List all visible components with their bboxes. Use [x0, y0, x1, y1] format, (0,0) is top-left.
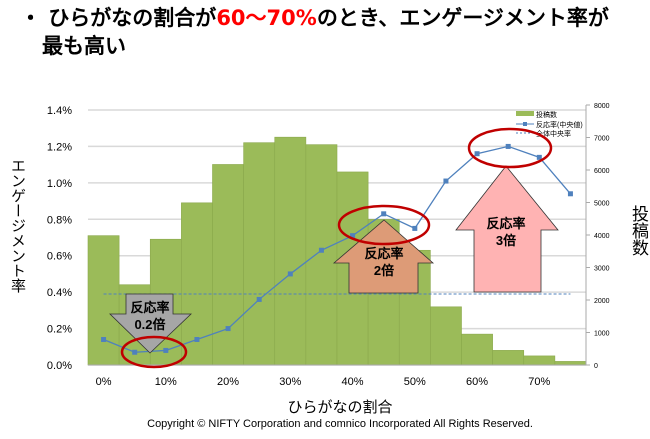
- y2-tick-label: 1000: [594, 331, 610, 338]
- annotation-value: 3倍: [496, 233, 516, 248]
- reaction-point: [132, 349, 138, 355]
- annotation-label: 反応率: [486, 216, 525, 231]
- y2-tick-label: 3000: [594, 266, 610, 273]
- x-tick-label: 70%: [528, 376, 550, 388]
- bar: [243, 142, 276, 366]
- highlight-ellipse: [467, 127, 553, 169]
- reaction-point: [443, 178, 449, 184]
- x-tick-label: 10%: [155, 376, 177, 388]
- y-tick-label: 0.8%: [47, 214, 72, 226]
- y2-tick-label: 5000: [594, 201, 610, 208]
- reaction-point: [381, 211, 387, 217]
- bar: [274, 136, 307, 366]
- highlight-ellipse: [120, 335, 188, 369]
- y-tick-label: 1.0%: [47, 178, 72, 190]
- bar: [212, 164, 244, 366]
- reaction-point: [101, 337, 107, 342]
- y-tick-label: 1.4%: [47, 105, 72, 117]
- down-arrow: [109, 293, 193, 354]
- y-tick-label: 0.4%: [47, 287, 72, 299]
- title-line2: 最も高い: [42, 34, 126, 58]
- legend-swatch-marker: [523, 122, 527, 126]
- reaction-point: [287, 271, 293, 277]
- annotation-label: 反応率: [130, 300, 169, 315]
- title-part2: のとき、エンゲージメント率が: [316, 6, 609, 30]
- x-tick-label: 50%: [404, 376, 426, 388]
- reaction-point: [163, 347, 169, 353]
- reaction-point: [567, 191, 573, 197]
- legend-label: 全体中央率: [536, 129, 571, 138]
- reaction-point: [412, 225, 418, 231]
- legend-swatch-bar: [516, 111, 534, 116]
- bar: [87, 235, 120, 366]
- legend-label: 投稿数: [536, 110, 557, 119]
- x-axis-label: ひらがなの割合: [287, 398, 393, 416]
- y2-axis-label: 投稿数: [628, 205, 648, 256]
- reaction-point: [350, 233, 356, 239]
- annotation-value: 0.2倍: [134, 317, 165, 332]
- bar: [523, 355, 556, 366]
- y2-tick-label: 6000: [594, 168, 610, 175]
- bar: [461, 333, 493, 366]
- y2-tick-label: 7000: [594, 136, 610, 143]
- title-highlight: 60〜70%: [216, 6, 317, 30]
- reaction-point: [474, 151, 480, 157]
- reaction-point: [225, 326, 231, 332]
- y-axis-label: エンゲージメント率: [9, 158, 27, 293]
- bar: [554, 361, 587, 366]
- title-part1: ひらがなの割合が: [48, 6, 217, 30]
- y2-tick-label: 0: [594, 363, 598, 370]
- bar: [305, 144, 338, 366]
- bar: [492, 350, 525, 366]
- copyright: Copyright © NIFTY Corporation and comnic…: [147, 418, 533, 430]
- annotation-value: 2倍: [374, 263, 394, 278]
- reaction-point: [318, 247, 324, 253]
- slide-title: ・ ひらがなの割合が60〜70%のとき、エンゲージメント率が 最も高い: [20, 4, 609, 60]
- x-tick-label: 40%: [342, 376, 364, 388]
- x-tick-label: 20%: [217, 376, 239, 388]
- bullet: ・: [20, 6, 41, 30]
- legend-label: 反応率(中央値): [536, 120, 583, 129]
- reaction-point: [256, 296, 262, 302]
- y2-tick-label: 4000: [594, 233, 610, 240]
- y-tick-label: 0.0%: [47, 360, 72, 372]
- reaction-point: [536, 154, 542, 160]
- highlight-ellipse: [337, 204, 431, 246]
- y-tick-label: 1.2%: [47, 141, 72, 153]
- x-tick-label: 0%: [96, 376, 112, 388]
- y2-tick-label: 8000: [594, 103, 610, 110]
- bar: [430, 306, 462, 366]
- y-tick-label: 0.2%: [47, 324, 72, 336]
- up-arrow: [455, 165, 559, 293]
- x-tick-label: 60%: [466, 376, 488, 388]
- annotation-label: 反応率: [364, 246, 403, 261]
- x-tick-label: 30%: [279, 376, 301, 388]
- y-tick-label: 0.6%: [47, 251, 72, 263]
- reaction-point: [194, 337, 200, 342]
- y2-tick-label: 2000: [594, 298, 610, 305]
- reaction-point: [505, 143, 511, 149]
